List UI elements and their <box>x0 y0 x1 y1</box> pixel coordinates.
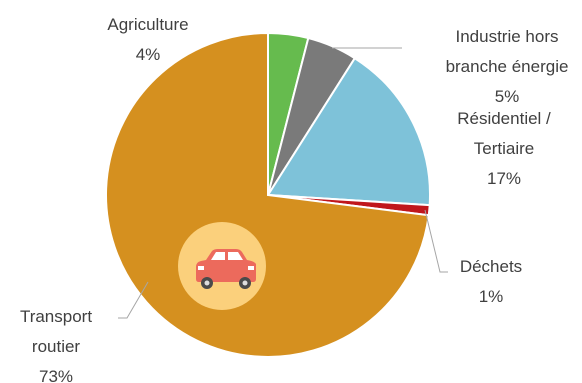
slice-label-3: Résidentiel / Tertiaire 17% <box>457 109 551 188</box>
leader-line-4 <box>424 209 448 273</box>
slice-name-label: Tertiaire <box>474 139 534 158</box>
slice-value-label: 4% <box>136 45 161 64</box>
slice-label-1: Agriculture 4% <box>107 15 188 64</box>
leader-lines <box>118 47 448 319</box>
slice-name-label: Industrie hors <box>456 27 559 46</box>
slice-name-label: Déchets <box>460 257 522 276</box>
slice-label-5: Transport routier 73% <box>20 307 92 383</box>
slice-name-label: branche énergie <box>446 57 569 76</box>
slice-labels: Agriculture 4% Industrie hors branche énerg… <box>20 15 569 383</box>
slice-name-label: routier <box>32 337 81 356</box>
car-icon <box>178 222 266 310</box>
slice-name-label: Transport <box>20 307 92 326</box>
car-icon <box>196 249 256 289</box>
pie-slices <box>105 31 431 358</box>
slice-value-label: 17% <box>487 169 521 188</box>
slice-name-label: Résidentiel / <box>457 109 551 128</box>
slice-value-label: 1% <box>479 287 504 306</box>
pie-slice-3 <box>266 56 431 207</box>
slice-name-label: Agriculture <box>107 15 188 34</box>
slice-value-label: 73% <box>39 367 73 383</box>
slice-label-4: Déchets 1% <box>460 257 522 306</box>
slice-label-2: Industrie hors branche énergie 5% <box>446 27 569 106</box>
leader-line-5 <box>118 281 149 319</box>
slice-value-label: 5% <box>495 87 520 106</box>
